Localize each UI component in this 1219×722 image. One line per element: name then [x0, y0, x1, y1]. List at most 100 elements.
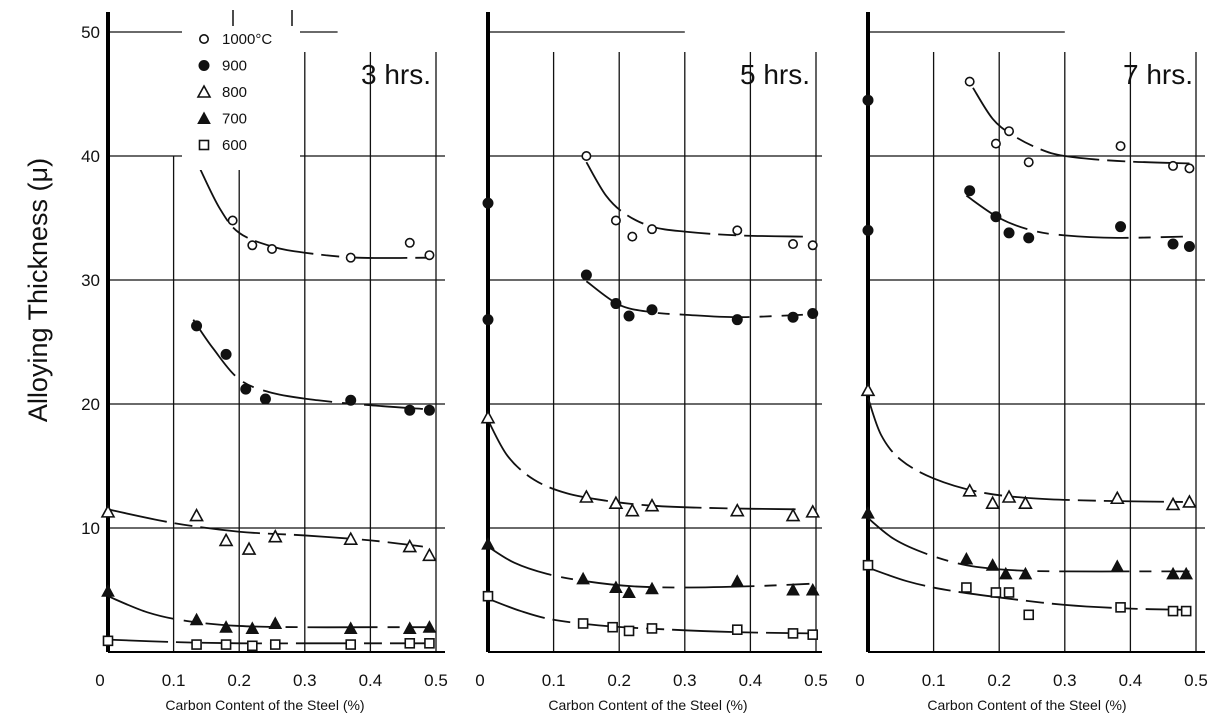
- data-point: [481, 537, 495, 550]
- data-point: [787, 311, 799, 323]
- fit-curve: [107, 508, 423, 548]
- data-point: [240, 383, 252, 395]
- data-point: [962, 483, 978, 497]
- x-axis-label: Carbon Content of the Steel (%): [927, 697, 1126, 713]
- data-point: [581, 151, 592, 162]
- data-point: [990, 138, 1001, 149]
- data-point: [1167, 605, 1179, 617]
- series-700: [481, 537, 820, 598]
- data-point: [1115, 602, 1126, 613]
- data-point: [732, 225, 743, 236]
- data-point: [730, 574, 745, 587]
- data-point: [1109, 490, 1125, 505]
- data-point: [343, 621, 358, 634]
- data-point: [1167, 238, 1179, 250]
- data-point: [1023, 157, 1034, 168]
- data-point: [1004, 126, 1015, 137]
- data-point: [227, 215, 238, 226]
- data-point: [1023, 609, 1035, 621]
- series-1000c: [964, 76, 1195, 174]
- chart-panel-2: 0 0.1 0.2 0.3 0.4 0.5 Carbon Content of the St…: [475, 12, 828, 713]
- data-point: [345, 639, 357, 650]
- series-700: [861, 506, 1194, 580]
- data-point: [247, 240, 258, 251]
- x-tick-label: 0.3: [293, 671, 317, 690]
- data-point: [1179, 566, 1194, 580]
- fit-curve: [487, 419, 803, 511]
- y-tick-label: 20: [81, 395, 100, 414]
- panel-title: 3 hrs.: [361, 59, 431, 90]
- fit-curve: [867, 517, 1190, 573]
- data-point: [1183, 241, 1195, 253]
- data-point: [580, 269, 592, 281]
- data-point: [787, 628, 799, 639]
- data-point: [861, 506, 875, 519]
- data-point: [786, 582, 800, 596]
- data-point: [345, 394, 357, 406]
- legend-marker: [199, 33, 210, 44]
- data-point: [862, 94, 874, 106]
- data-point: [220, 639, 232, 650]
- data-point: [1182, 494, 1197, 508]
- data-point: [345, 252, 356, 263]
- series-900: [482, 197, 819, 326]
- series-1000c: [581, 151, 818, 251]
- data-point: [1110, 559, 1125, 572]
- data-point: [807, 307, 819, 319]
- x-tick-label: 0.1: [162, 671, 186, 690]
- x-tick-label: 0.4: [359, 671, 383, 690]
- data-point: [623, 310, 635, 322]
- y-tick-label: 40: [81, 147, 100, 166]
- data-point: [785, 507, 801, 522]
- data-point: [576, 571, 590, 585]
- data-point: [189, 612, 204, 626]
- data-point: [1168, 160, 1179, 171]
- data-point: [807, 629, 819, 640]
- legend: 1000°C 900 800 700 600: [182, 10, 300, 170]
- data-point: [402, 538, 418, 553]
- series-600: [862, 559, 1192, 621]
- data-point: [998, 566, 1013, 580]
- data-point: [1001, 489, 1017, 503]
- data-point: [480, 409, 496, 424]
- x-tick-label: 0.2: [607, 671, 631, 690]
- x-tick-label: 0.4: [1119, 671, 1143, 690]
- data-point: [610, 215, 621, 226]
- data-point: [646, 304, 658, 316]
- data-point: [607, 621, 618, 633]
- series-900: [862, 94, 1195, 253]
- data-point: [404, 404, 416, 416]
- x-tick-label: 0.3: [673, 671, 697, 690]
- y-tick-label: 30: [81, 271, 100, 290]
- data-point: [579, 489, 594, 503]
- data-point: [807, 240, 818, 251]
- data-point: [1003, 227, 1015, 239]
- chart-panel-3: 0 0.1 0.2 0.3 0.4 0.5 Carbon Content of the St…: [855, 12, 1208, 713]
- data-point: [1018, 566, 1033, 580]
- legend-marker: [196, 84, 212, 98]
- legend-marker: [198, 60, 210, 71]
- data-point: [788, 239, 799, 250]
- x-tick-label: 0.5: [424, 671, 448, 690]
- legend-label: 1000°C: [222, 31, 272, 48]
- data-point: [245, 621, 260, 634]
- data-point: [267, 529, 283, 543]
- data-point: [608, 495, 624, 509]
- fit-curve: [867, 397, 1183, 503]
- data-point: [959, 551, 974, 565]
- series-600: [102, 635, 435, 652]
- legend-label: 700: [222, 111, 247, 128]
- x-tick-label: 0.4: [739, 671, 763, 690]
- data-point: [1184, 163, 1195, 174]
- fit-curve: [192, 319, 423, 410]
- x-tick-label: 0.3: [1053, 671, 1077, 690]
- data-point: [862, 559, 874, 571]
- data-point: [1023, 232, 1035, 244]
- data-point: [624, 502, 640, 517]
- legend-label: 900: [222, 58, 247, 75]
- legend-marker: [197, 111, 211, 124]
- y-tick-label: 50: [81, 23, 100, 42]
- data-point: [805, 582, 820, 596]
- series-900: [191, 319, 435, 416]
- data-point: [189, 507, 204, 522]
